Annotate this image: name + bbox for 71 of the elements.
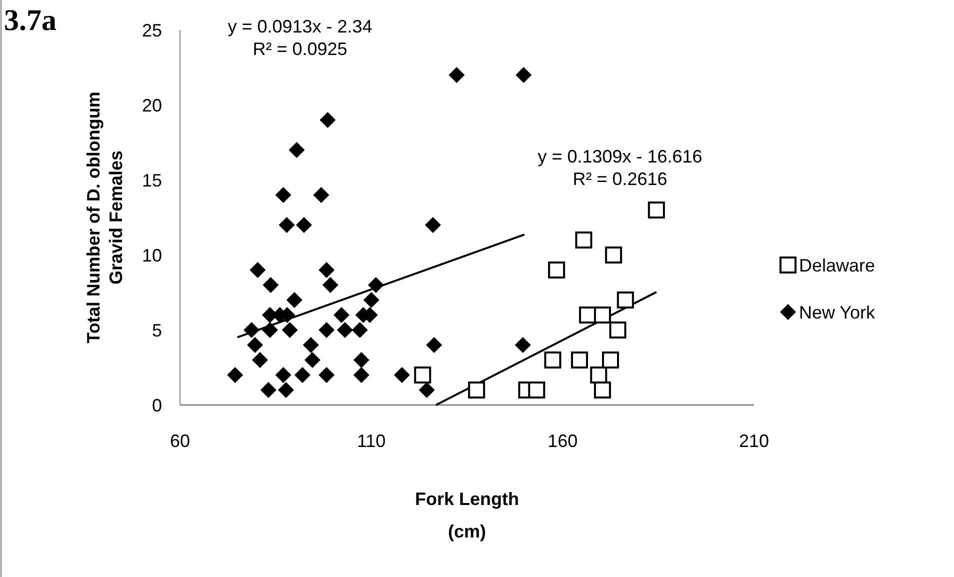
point — [288, 142, 305, 158]
point — [594, 382, 611, 398]
point — [426, 337, 442, 353]
point — [318, 367, 335, 383]
point — [528, 382, 546, 398]
point — [247, 337, 264, 353]
chart-title: 3.7a — [4, 4, 56, 37]
point — [352, 322, 368, 338]
legend-label: Delaware — [799, 255, 876, 276]
point — [448, 67, 465, 83]
point — [282, 322, 298, 338]
point — [302, 337, 319, 353]
point — [322, 277, 338, 293]
x-axis-title: Fork Length (cm) — [415, 489, 519, 542]
point — [575, 232, 592, 248]
point — [262, 322, 278, 338]
point — [368, 277, 384, 293]
point — [353, 352, 370, 368]
point — [363, 292, 380, 308]
point — [424, 217, 441, 233]
point — [616, 292, 634, 308]
point — [252, 352, 268, 368]
point — [244, 322, 260, 338]
annotation: y = 0.1309x - 16.616 R² = 0.2616 — [538, 146, 702, 189]
point — [336, 322, 353, 338]
point — [594, 306, 611, 324]
point — [278, 382, 294, 398]
annotation: y = 0.0913x - 2.34 R² = 0.0925 — [228, 16, 372, 59]
point — [648, 202, 665, 218]
point — [609, 322, 626, 338]
point — [260, 382, 276, 398]
point — [548, 262, 566, 278]
point — [275, 187, 292, 203]
point — [468, 382, 486, 398]
point — [318, 322, 335, 338]
point — [353, 367, 370, 383]
y-tick-label: 5 — [152, 320, 162, 340]
point — [571, 352, 588, 368]
point — [304, 352, 320, 368]
point — [544, 352, 562, 368]
point — [250, 262, 266, 278]
point — [286, 292, 302, 308]
x-tick-label: 60 — [170, 431, 190, 451]
point — [394, 367, 410, 383]
legend-label: New York — [799, 302, 876, 322]
point — [227, 367, 244, 383]
y-tick-label: 20 — [142, 95, 162, 116]
point — [262, 277, 279, 293]
x-tick-label: 110 — [356, 431, 386, 451]
point — [414, 366, 432, 384]
point — [278, 217, 295, 233]
point — [605, 246, 622, 264]
point — [275, 367, 292, 383]
point — [320, 112, 336, 128]
point — [418, 382, 435, 398]
point — [313, 187, 330, 203]
point — [294, 367, 310, 383]
y-tick-label: 15 — [142, 170, 162, 190]
point — [296, 217, 312, 233]
point — [590, 366, 608, 384]
point — [602, 352, 619, 368]
x-tick-label: 210 — [738, 431, 770, 451]
y-axis-title: Total Number of D. oblongum Gravid Females — [84, 92, 126, 344]
point — [333, 307, 350, 323]
point — [514, 337, 531, 353]
y-tick-label: 0 — [152, 395, 162, 416]
y-tick-label: 10 — [142, 245, 162, 266]
point — [516, 67, 532, 83]
x-tick-label: 160 — [548, 431, 578, 451]
point — [318, 262, 335, 278]
y-tick-label: 25 — [142, 20, 162, 40]
